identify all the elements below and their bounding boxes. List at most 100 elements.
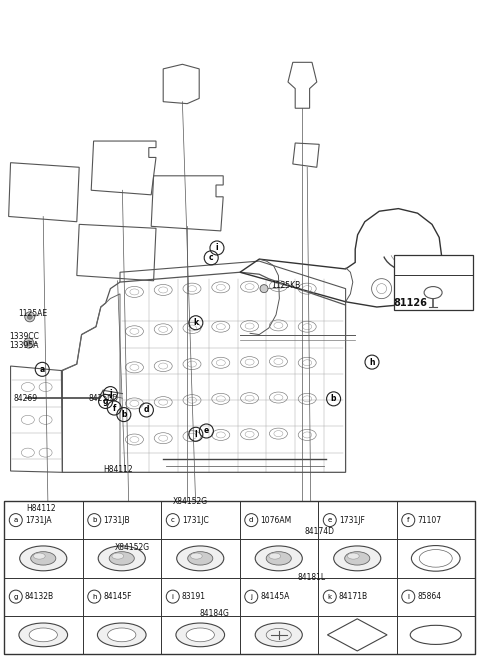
Bar: [4, 501, 83, 539]
Ellipse shape: [334, 546, 381, 571]
Text: 84171B: 84171B: [339, 592, 368, 601]
Text: b: b: [92, 517, 96, 523]
Text: 1731JA: 1731JA: [25, 516, 51, 525]
Ellipse shape: [345, 552, 370, 565]
Ellipse shape: [108, 628, 136, 642]
Text: 1339CC: 1339CC: [10, 332, 39, 341]
Bar: [240, 616, 318, 654]
Text: 84145F: 84145F: [103, 592, 132, 601]
Text: j: j: [109, 389, 112, 398]
Bar: [318, 616, 396, 654]
Text: e: e: [204, 426, 209, 436]
Bar: [240, 501, 318, 539]
Circle shape: [25, 312, 35, 322]
Ellipse shape: [29, 628, 58, 642]
Text: a: a: [13, 517, 18, 523]
Ellipse shape: [177, 546, 224, 571]
Bar: [240, 577, 318, 616]
Text: f: f: [112, 403, 116, 413]
Text: c: c: [209, 253, 214, 262]
Text: 13395A: 13395A: [10, 341, 39, 350]
Text: H84112: H84112: [26, 504, 56, 513]
Bar: [4, 616, 83, 654]
Circle shape: [27, 314, 32, 319]
Text: 84132B: 84132B: [25, 592, 54, 601]
Text: 85864: 85864: [417, 592, 442, 601]
Circle shape: [26, 340, 31, 346]
Ellipse shape: [31, 552, 56, 565]
Text: a: a: [40, 365, 45, 374]
Text: 84269: 84269: [13, 394, 37, 403]
Ellipse shape: [112, 553, 124, 559]
Ellipse shape: [176, 623, 225, 647]
Text: b: b: [121, 410, 127, 419]
Bar: [83, 616, 161, 654]
Text: i: i: [216, 243, 218, 253]
Bar: [83, 539, 161, 577]
Text: l: l: [194, 430, 197, 439]
Ellipse shape: [97, 623, 146, 647]
Bar: [318, 501, 396, 539]
Text: 84184G: 84184G: [199, 609, 229, 618]
Ellipse shape: [34, 553, 45, 559]
Text: 84174D: 84174D: [305, 527, 335, 536]
Text: H84112: H84112: [103, 464, 133, 474]
Text: 84145A: 84145A: [260, 592, 289, 601]
Bar: [396, 616, 475, 654]
Ellipse shape: [348, 553, 359, 559]
Bar: [161, 539, 240, 577]
Ellipse shape: [19, 623, 68, 647]
Bar: [4, 501, 475, 654]
Bar: [394, 255, 473, 310]
Bar: [83, 501, 161, 539]
Text: 1731JB: 1731JB: [103, 516, 130, 525]
Circle shape: [260, 285, 268, 293]
Text: 84181L: 84181L: [298, 573, 326, 582]
Bar: [318, 577, 396, 616]
Text: 1731JC: 1731JC: [182, 516, 208, 525]
Text: 1076AM: 1076AM: [260, 516, 291, 525]
Text: 84250D: 84250D: [89, 394, 119, 403]
Circle shape: [24, 338, 34, 348]
Text: X84152G: X84152G: [115, 543, 150, 552]
Bar: [4, 539, 83, 577]
Bar: [318, 539, 396, 577]
Bar: [4, 577, 83, 616]
Bar: [161, 501, 240, 539]
Bar: [240, 539, 318, 577]
Ellipse shape: [98, 546, 145, 571]
Ellipse shape: [186, 628, 215, 642]
Bar: [161, 616, 240, 654]
Text: 1125AE: 1125AE: [18, 309, 48, 318]
Text: b: b: [331, 394, 336, 403]
Ellipse shape: [269, 553, 281, 559]
Text: 81126: 81126: [394, 298, 427, 308]
Bar: [83, 577, 161, 616]
Ellipse shape: [188, 552, 213, 565]
Text: g: g: [103, 397, 108, 406]
Bar: [161, 577, 240, 616]
Text: l: l: [407, 594, 409, 600]
Text: i: i: [172, 594, 174, 600]
Ellipse shape: [191, 553, 202, 559]
Text: e: e: [328, 517, 332, 523]
Text: 71107: 71107: [417, 516, 442, 525]
Text: f: f: [407, 517, 409, 523]
Text: X84152G: X84152G: [173, 497, 208, 506]
Text: g: g: [13, 594, 18, 600]
Text: 1731JF: 1731JF: [339, 516, 365, 525]
Text: 83191: 83191: [182, 592, 206, 601]
Bar: [396, 501, 475, 539]
Ellipse shape: [266, 552, 291, 565]
Bar: [396, 577, 475, 616]
Ellipse shape: [109, 552, 134, 565]
Ellipse shape: [255, 623, 302, 647]
Ellipse shape: [255, 546, 302, 571]
Text: h: h: [92, 594, 96, 600]
Bar: [396, 539, 475, 577]
Text: k: k: [328, 594, 332, 600]
Text: j: j: [250, 594, 252, 600]
Text: d: d: [144, 405, 149, 415]
Ellipse shape: [20, 546, 67, 571]
Text: c: c: [171, 517, 175, 523]
